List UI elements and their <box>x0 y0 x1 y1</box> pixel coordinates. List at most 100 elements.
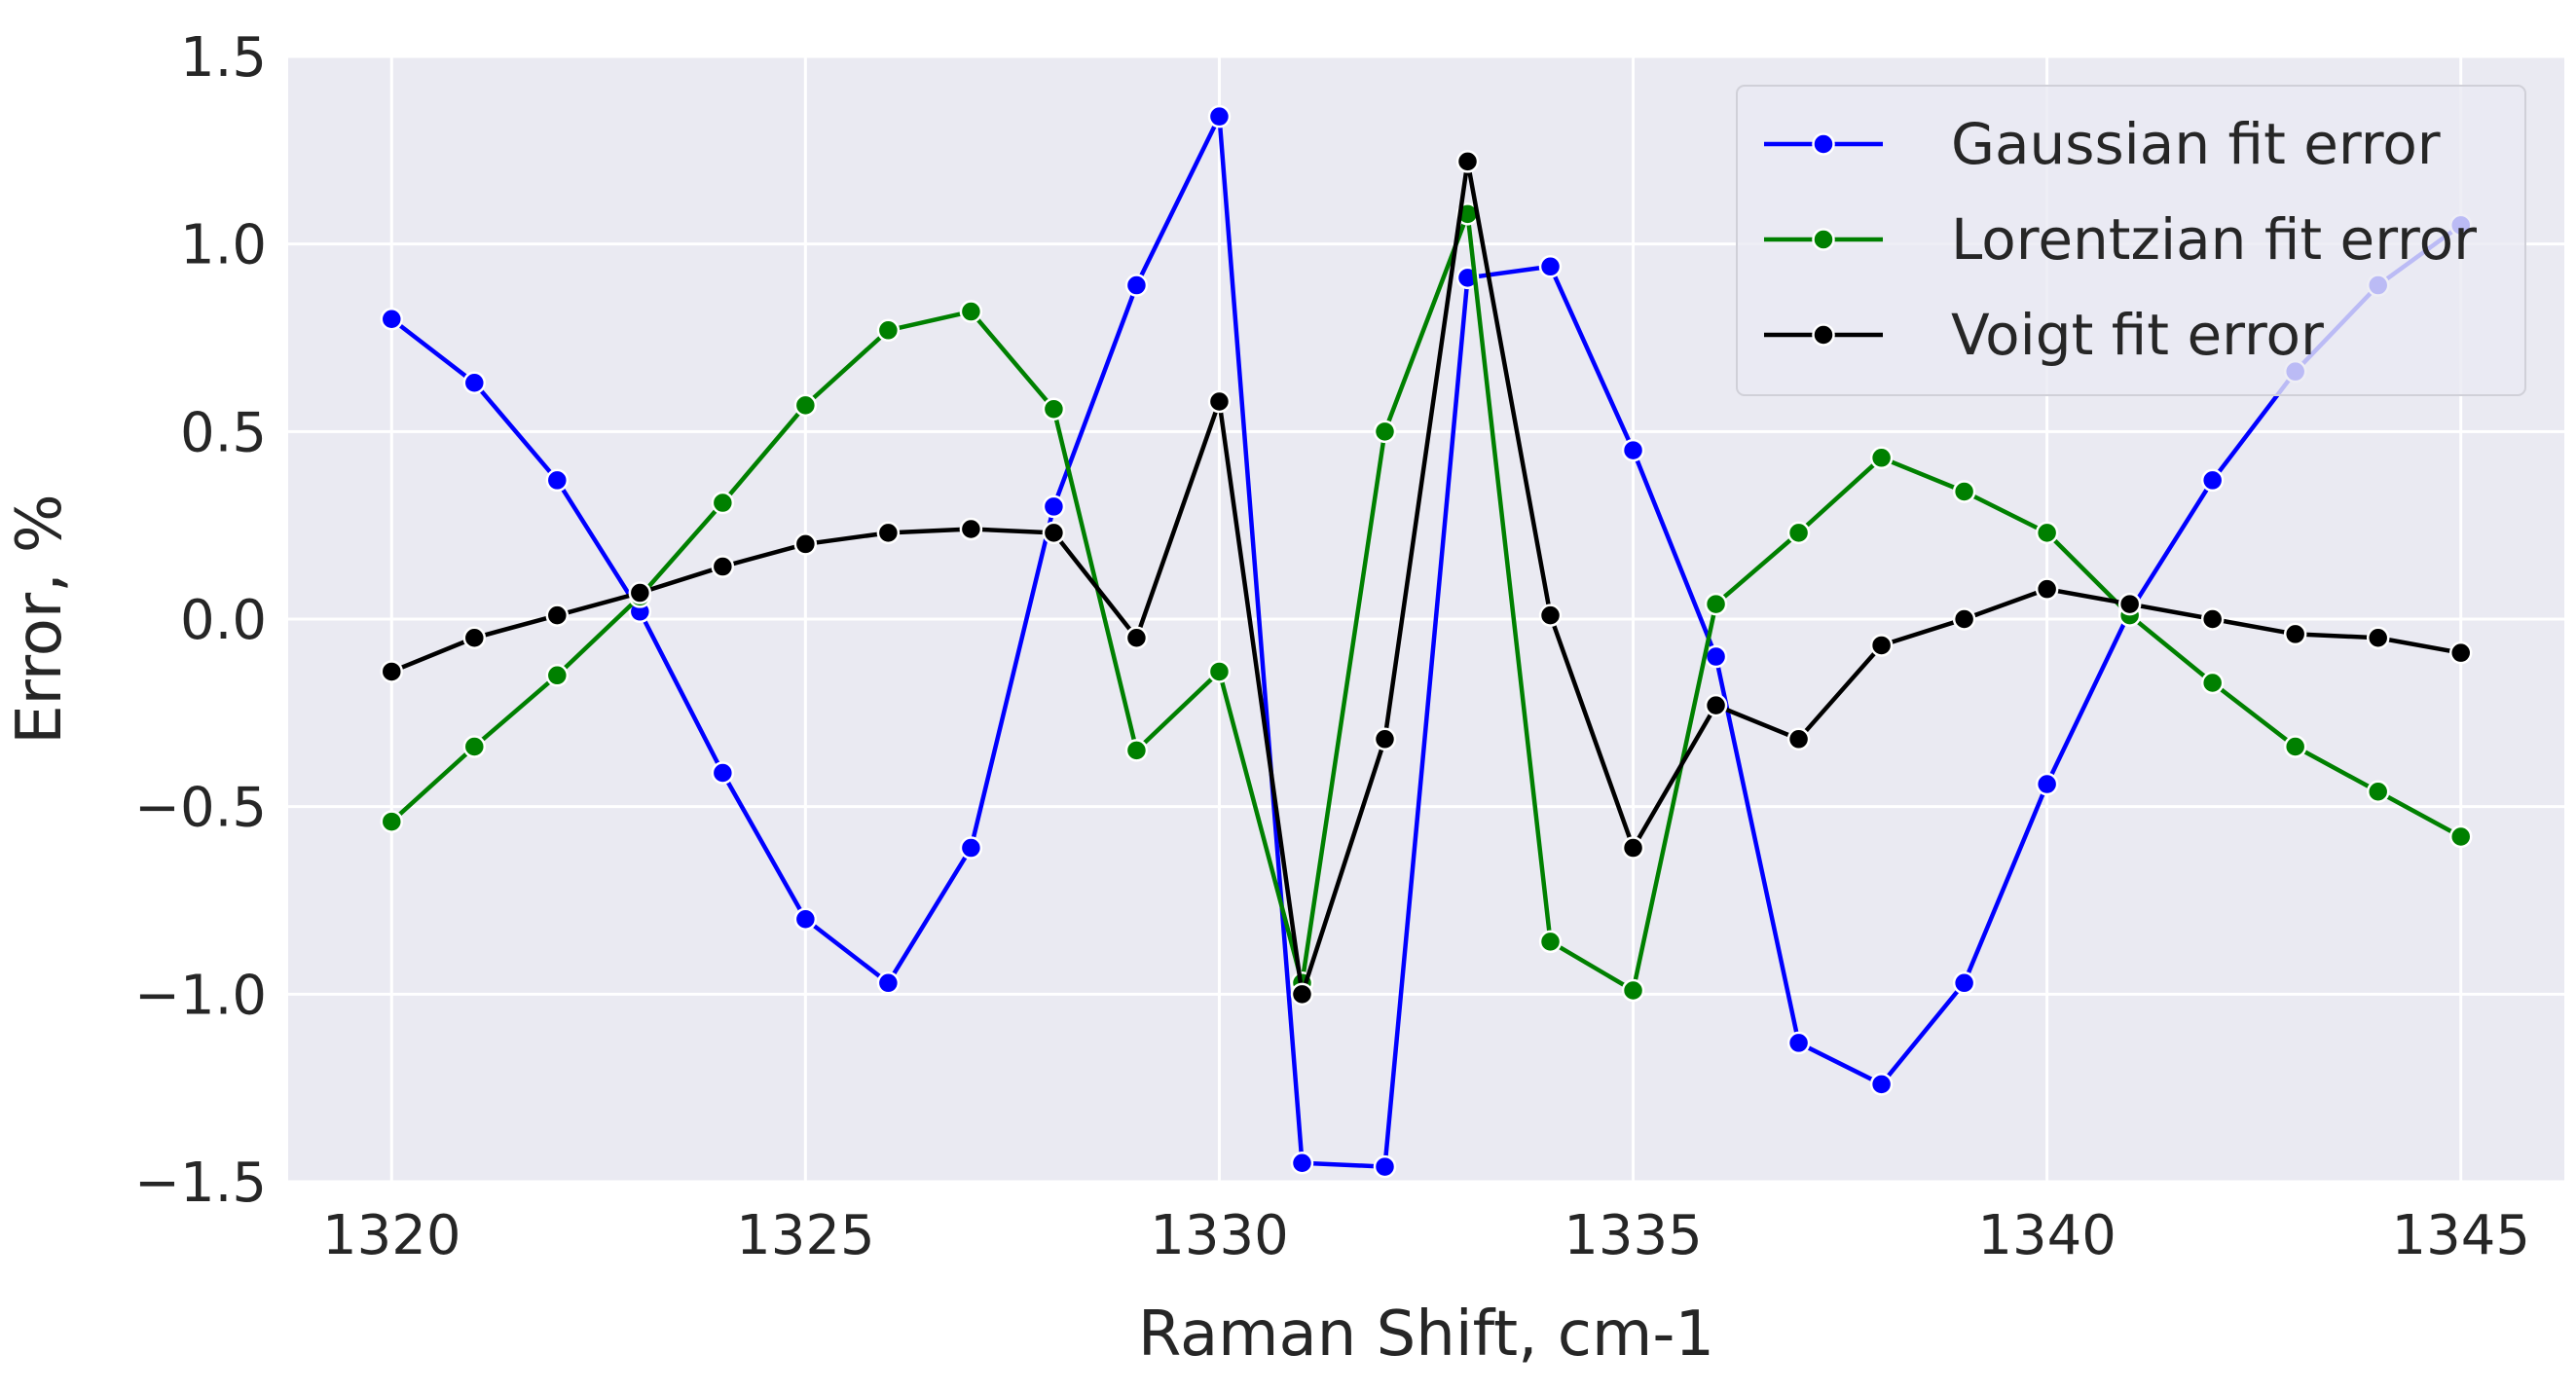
legend-item: Lorentzian fit error <box>1764 206 2477 273</box>
data-point <box>628 581 652 604</box>
series-3 <box>380 150 2473 1007</box>
data-point <box>545 664 570 687</box>
data-point <box>711 555 735 578</box>
data-point <box>2035 521 2059 545</box>
data-point <box>2448 641 2473 665</box>
data-point <box>1290 982 1314 1007</box>
data-point <box>1704 693 1728 717</box>
x-tick-label: 1345 <box>2391 1204 2530 1267</box>
y-tick-label: 1.5 <box>180 26 267 90</box>
data-point <box>1952 607 1976 631</box>
data-point <box>2200 671 2225 695</box>
y-tick-label: 0.5 <box>180 401 267 464</box>
data-point <box>1538 255 1563 278</box>
data-point <box>793 907 818 932</box>
data-point <box>380 307 404 331</box>
data-point <box>959 517 983 541</box>
x-tick-label: 1320 <box>322 1204 461 1267</box>
data-point <box>1042 521 1066 545</box>
data-point <box>876 318 901 343</box>
y-tick-label: 0.0 <box>180 589 267 652</box>
data-point <box>1704 592 1728 616</box>
data-point <box>2448 824 2473 849</box>
data-point <box>1621 438 1645 462</box>
y-tick-label: −1.0 <box>134 964 267 1027</box>
data-point <box>2200 468 2225 493</box>
y-tick-label: −1.5 <box>134 1152 267 1215</box>
data-point <box>545 468 570 493</box>
series-layer <box>380 104 2473 1179</box>
grid <box>288 55 2564 1184</box>
data-point <box>1621 836 1645 860</box>
data-point <box>2366 780 2390 804</box>
data-point <box>2035 577 2059 601</box>
data-point <box>2283 735 2307 758</box>
data-point <box>1952 971 1976 995</box>
legend-item: Voigt fit error <box>1764 302 2324 368</box>
legend-label: Gaussian fit error <box>1951 111 2441 177</box>
data-point <box>1952 480 1976 503</box>
data-point <box>1869 1073 1894 1096</box>
data-point <box>1124 626 1149 650</box>
data-point <box>711 761 735 785</box>
data-point <box>793 393 818 418</box>
data-point <box>1869 446 1894 470</box>
data-point <box>1786 727 1811 751</box>
series-line <box>390 159 2462 997</box>
data-point <box>462 735 487 758</box>
data-point <box>2035 772 2059 796</box>
data-point <box>959 300 983 323</box>
legend-marker <box>1812 228 1835 251</box>
ticks: 1320 1325 1330 1335 1340 1345 −1.5 −1.0 −0.5 0.0 0… <box>134 26 2530 1267</box>
data-point <box>1786 1031 1811 1055</box>
data-point <box>1042 494 1066 519</box>
legend-label: Lorentzian fit error <box>1951 206 2477 273</box>
data-point <box>1704 644 1728 669</box>
data-point <box>1290 1151 1314 1175</box>
data-point <box>1373 420 1397 444</box>
x-axis-label: Raman Shift, cm-1 <box>1138 1299 1714 1371</box>
data-point <box>1207 660 1232 683</box>
data-point <box>1207 104 1232 128</box>
data-point <box>1207 389 1232 414</box>
data-point <box>1621 978 1645 1003</box>
data-point <box>2200 607 2225 631</box>
data-point <box>876 971 901 995</box>
data-point <box>1538 604 1563 627</box>
legend-item: Gaussian fit error <box>1764 111 2441 177</box>
data-point <box>1786 521 1811 545</box>
legend-marker <box>1812 323 1835 347</box>
x-tick-label: 1340 <box>1977 1204 2116 1267</box>
data-point <box>1455 150 1480 173</box>
data-point <box>1373 1154 1397 1179</box>
data-point <box>1042 397 1066 421</box>
data-point <box>2283 622 2307 646</box>
data-point <box>2366 626 2390 650</box>
data-point <box>959 836 983 860</box>
data-point <box>793 532 818 556</box>
data-point <box>462 371 487 394</box>
data-point <box>2117 592 2142 616</box>
y-tick-label: −0.5 <box>134 777 267 840</box>
x-tick-label: 1335 <box>1564 1204 1703 1267</box>
x-tick-label: 1325 <box>736 1204 875 1267</box>
data-point <box>545 604 570 627</box>
data-point <box>1869 634 1894 657</box>
data-point <box>711 491 735 515</box>
data-point <box>462 626 487 650</box>
y-axis-label: Error, % <box>4 494 76 745</box>
series-line <box>389 114 2463 1169</box>
legend-label: Voigt fit error <box>1951 302 2324 368</box>
data-point <box>876 521 901 545</box>
legend-marker <box>1812 132 1835 156</box>
series-1 <box>380 104 2473 1179</box>
x-tick-label: 1330 <box>1150 1204 1289 1267</box>
data-point <box>1124 274 1149 297</box>
data-point <box>380 810 404 833</box>
legend: Gaussian fit error Lorentzian fit error Vo… <box>1736 85 2526 396</box>
legend-box <box>1736 85 2526 396</box>
data-point <box>1373 727 1397 751</box>
y-tick-label: 1.0 <box>180 214 267 277</box>
data-point <box>1538 930 1563 954</box>
